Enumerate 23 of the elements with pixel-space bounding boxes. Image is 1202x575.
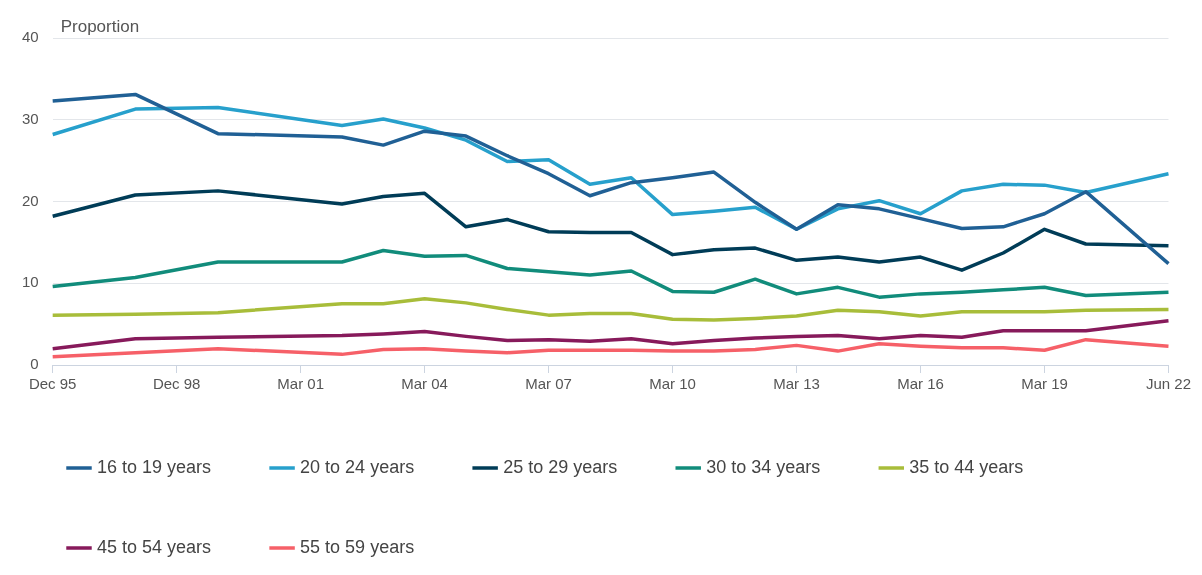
y-tick-label: 40 bbox=[22, 28, 39, 46]
legend-label: 55 to 59 years bbox=[300, 536, 415, 557]
legend-label: 30 to 34 years bbox=[706, 456, 821, 477]
legend-label: 16 to 19 years bbox=[97, 456, 212, 477]
legend-label: 20 to 24 years bbox=[300, 456, 415, 477]
y-tick-label: 30 bbox=[22, 109, 39, 127]
legend-label: 35 to 44 years bbox=[909, 456, 1024, 477]
y-tick-label: 0 bbox=[30, 355, 39, 373]
x-tick-label: Mar 13 bbox=[773, 375, 820, 393]
x-tick-label: Mar 04 bbox=[401, 375, 448, 393]
y-tick-label: 10 bbox=[22, 273, 39, 291]
legend-label: 25 to 29 years bbox=[503, 456, 618, 477]
x-tick-label: Dec 95 bbox=[28, 375, 77, 393]
x-tick-label: Jun 22 bbox=[1145, 375, 1192, 393]
x-tick-label: Dec 98 bbox=[152, 375, 201, 393]
x-tick-label: Mar 16 bbox=[897, 375, 944, 393]
x-tick-label: Mar 10 bbox=[649, 375, 696, 393]
x-tick-label: Mar 07 bbox=[525, 375, 572, 393]
legend-label: 45 to 54 years bbox=[97, 536, 212, 557]
y-tick-label: 20 bbox=[22, 191, 39, 209]
y-axis-title: Proportion bbox=[60, 17, 140, 37]
x-tick-label: Mar 19 bbox=[1021, 375, 1068, 393]
x-tick-label: Mar 01 bbox=[277, 375, 324, 393]
